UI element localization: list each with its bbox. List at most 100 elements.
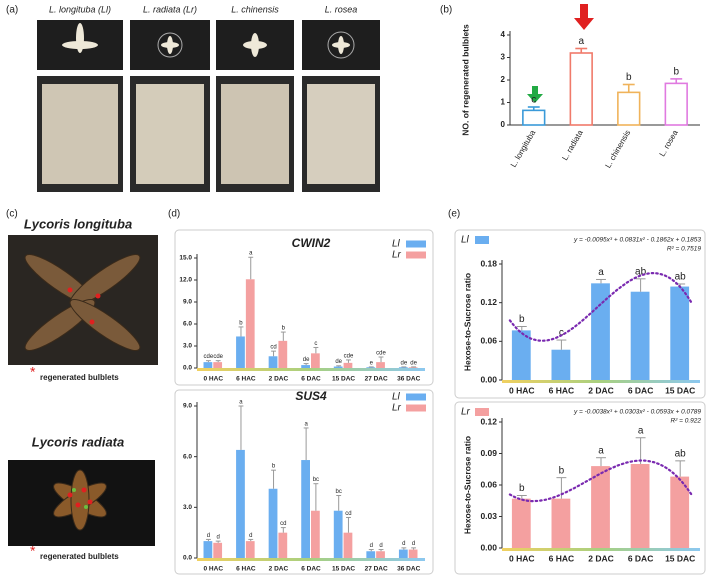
x-tick-label: 6 HAC [549,385,575,395]
legend-label: Ll [392,392,401,403]
significance-letter: cd [270,345,276,351]
panel-label: (d) [168,209,180,220]
significance-letter: bc [336,489,342,495]
fit-equation: y = -0.0095x³ + 0.0831x² - 0.1862x + 0.1… [573,237,701,244]
bar [376,551,385,558]
legend-swatch [406,240,426,248]
bar [408,367,418,368]
y-tick-label: 0.12 [480,416,497,426]
y-tick-label: 0 [501,120,506,129]
significance-letter: cde [344,353,354,359]
legend-label: Ll [392,239,401,250]
bar [343,362,353,368]
bar [301,365,310,368]
bar [376,362,385,368]
significance-letter: ab [675,448,687,459]
x-tick-label: 27 DAC [365,376,388,383]
x-tick-label: 6 HAC [236,566,256,573]
x-tick-label: 0 HAC [204,376,224,383]
panel-label: (b) [440,5,452,16]
x-axis-band [502,548,700,551]
caption: L. chinensis [231,4,279,14]
arrows [527,4,594,103]
bar [551,498,571,548]
y-tick-label: 15.0 [179,255,192,262]
fit-r2: R² = 0.7519 [667,246,702,253]
legend-label: Lr [392,250,402,261]
x-tick-label: 36 DAC [397,566,420,573]
y-tick-label: 0.00 [480,542,497,552]
significance-letter: de [400,360,407,366]
bar [664,82,688,126]
significance-letter: cd [280,521,286,527]
significance-letter: a [304,421,308,427]
bar [617,91,641,126]
significance-letter: d [249,533,252,539]
significance-letter: cde [204,354,214,360]
y-tick-label: 3.0 [183,343,192,350]
y-tick-label: 6.0 [183,321,192,328]
legend-swatch [406,393,426,401]
caption: L. longituba (Ll) [49,4,111,14]
y-tick-label: 3 [501,53,506,62]
x-tick-label: L. chinensis [603,129,632,170]
significance-letter: a [638,425,644,436]
significance-letter: a [598,267,604,278]
bar [569,52,593,126]
y-tick-label: 9.0 [183,299,192,306]
legend-label: Ll [461,235,470,246]
bar [268,356,278,368]
y-tick-label: 0.0 [183,555,192,562]
y-tick-label: 4 [501,30,506,39]
y-tick-label: 0.09 [480,448,497,458]
bar [551,349,571,380]
fit-curve [508,272,694,342]
panel-texts: (a) L. longituba (Ll) L. radiata (Lr) L.… [6,4,460,561]
x-axis-band [197,368,425,371]
significance-letter: b [673,67,679,78]
y-tick-label: 0.12 [480,297,497,307]
marker: * [30,364,36,380]
bar [630,464,650,548]
fit-r2: R² = 0.922 [670,418,701,425]
bar [278,340,288,368]
y-tick-label: 0.0 [183,365,192,372]
significance-letter: d [379,543,382,549]
significance-letter: a [249,251,253,257]
significance-letter: d [216,534,219,540]
bar [366,367,376,368]
x-tick-label: 6 DAC [301,566,321,573]
bar [236,449,245,558]
y-tick-label: 0.03 [480,511,497,521]
bar [213,362,223,368]
significance-letter: a [598,445,604,456]
x-tick-label: 0 HAC [509,553,535,563]
y-axis-label: Hexose-to-Sucrose ratio [462,436,472,534]
bar [591,466,610,548]
y-tick-label: 0.00 [480,374,497,384]
bar [670,286,690,380]
fit-equation: y = -0.0038x³ + 0.0303x² - 0.0593x + 0.0… [573,409,701,416]
significance-letter: b [239,320,243,326]
panel-label: (c) [6,209,18,220]
significance-letter: bc [313,477,319,483]
x-tick-label: 6 DAC [628,553,654,563]
x-tick-label: L. rosea [658,128,681,158]
legend-swatch [406,404,426,412]
y-tick-label: 9.0 [183,403,192,410]
significance-letter: c [531,95,536,106]
x-tick-label: 15 DAC [665,385,695,395]
significance-letter: de [410,360,417,366]
x-tick-label: 27 DAC [365,566,388,573]
significance-letter: de [303,357,310,363]
y-tick-label: 0.06 [480,336,497,346]
photo-caption: regenerated bulblets [40,373,119,382]
frames [174,229,706,575]
bar [203,362,213,368]
x-axis-band [197,558,425,561]
significance-letter: cd [345,511,351,517]
significance-letter: de [335,359,342,365]
significance-letter: d [207,533,210,539]
bar [311,353,320,368]
